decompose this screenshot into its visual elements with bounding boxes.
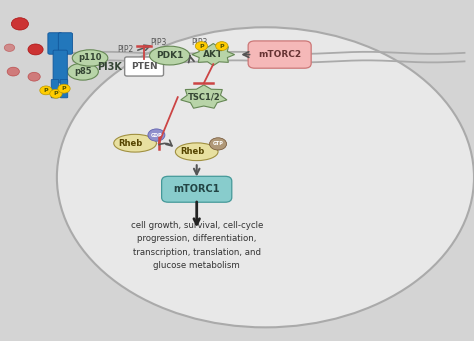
Text: Rheb: Rheb <box>180 147 204 156</box>
FancyBboxPatch shape <box>248 41 311 68</box>
FancyBboxPatch shape <box>125 57 164 76</box>
Text: PIP3: PIP3 <box>191 38 207 47</box>
Text: P: P <box>44 88 48 93</box>
FancyBboxPatch shape <box>60 79 68 98</box>
Ellipse shape <box>67 63 99 80</box>
Text: PIP3: PIP3 <box>151 38 167 47</box>
Text: P: P <box>62 86 66 91</box>
Polygon shape <box>192 44 235 65</box>
Circle shape <box>7 67 19 76</box>
Circle shape <box>195 42 208 50</box>
Circle shape <box>28 44 43 55</box>
Text: TSC1/2: TSC1/2 <box>187 93 220 102</box>
Text: P: P <box>219 44 224 48</box>
Circle shape <box>40 86 52 95</box>
Polygon shape <box>181 85 227 108</box>
FancyBboxPatch shape <box>162 176 232 202</box>
Text: PI3K: PI3K <box>98 62 122 72</box>
Text: mTORC2: mTORC2 <box>258 50 301 59</box>
FancyBboxPatch shape <box>53 50 67 83</box>
FancyBboxPatch shape <box>48 33 62 54</box>
Text: Rheb: Rheb <box>118 139 143 148</box>
Text: PTEN: PTEN <box>131 62 157 71</box>
Circle shape <box>216 42 228 50</box>
Ellipse shape <box>72 50 108 66</box>
Text: GDP: GDP <box>151 133 162 137</box>
Text: AKT: AKT <box>203 50 223 59</box>
Ellipse shape <box>175 143 218 161</box>
FancyBboxPatch shape <box>58 33 73 54</box>
Circle shape <box>4 44 15 51</box>
Circle shape <box>148 129 165 141</box>
Circle shape <box>50 89 62 98</box>
FancyBboxPatch shape <box>51 79 59 98</box>
Text: mTORC1: mTORC1 <box>173 184 220 194</box>
Circle shape <box>210 138 227 150</box>
Text: cell growth, survival, cell-cycle
progression, differentiation,
transcription, t: cell growth, survival, cell-cycle progre… <box>130 221 263 270</box>
Ellipse shape <box>57 27 474 327</box>
Circle shape <box>11 18 28 30</box>
Ellipse shape <box>114 134 156 152</box>
Text: p110: p110 <box>78 54 102 62</box>
Circle shape <box>58 84 70 93</box>
Text: P: P <box>54 91 58 96</box>
Text: PIP2: PIP2 <box>118 45 134 54</box>
Text: PDK1: PDK1 <box>156 51 183 60</box>
Text: P: P <box>199 44 204 48</box>
Text: GTP: GTP <box>213 142 223 146</box>
Text: p85: p85 <box>74 67 92 76</box>
Ellipse shape <box>149 46 190 65</box>
Circle shape <box>28 72 40 81</box>
